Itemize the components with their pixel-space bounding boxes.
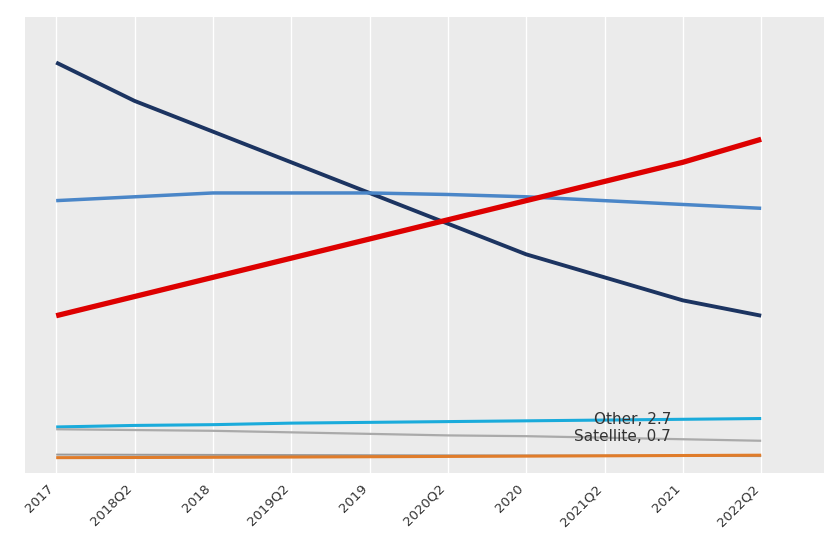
Text: Satellite, 0.7: Satellite, 0.7 xyxy=(574,430,671,444)
Text: Other, 2.7: Other, 2.7 xyxy=(593,412,671,427)
